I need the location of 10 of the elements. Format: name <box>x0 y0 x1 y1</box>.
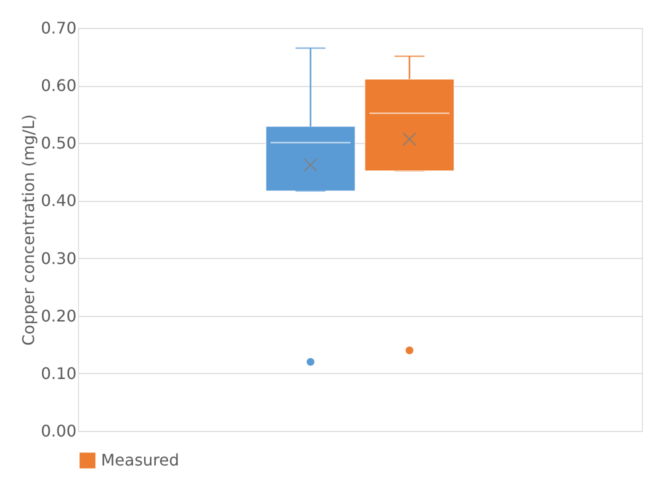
y-tick-label: 0.10 <box>40 364 76 383</box>
y-tick-label: 0.60 <box>40 76 76 96</box>
y-axis-title: Copper concentration (mg/L) <box>18 114 38 346</box>
y-tick-label: 0.00 <box>40 422 76 440</box>
y-tick-label: 0.40 <box>40 191 76 210</box>
y-tick-label: 0.50 <box>40 134 76 153</box>
y-tick-label: 0.20 <box>40 306 76 326</box>
y-tick-label: 0.70 <box>40 18 76 38</box>
y-tick-label: 0.30 <box>40 248 76 268</box>
legend-label: Measured <box>101 450 180 470</box>
